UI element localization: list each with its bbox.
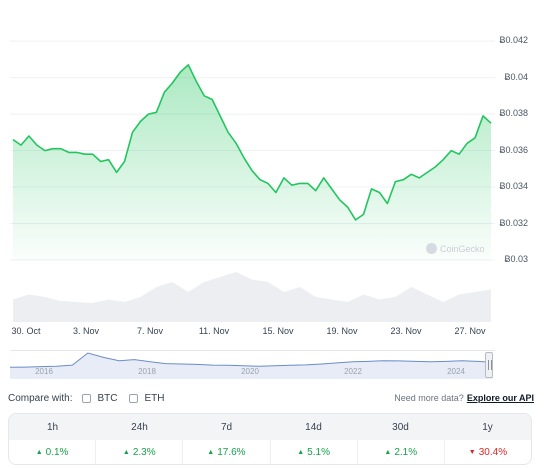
navigator-year-label: 2024	[447, 367, 465, 376]
compare-btc-option[interactable]: BTC	[82, 393, 117, 404]
navigator-year-label: 2020	[241, 367, 259, 376]
x-tick-label: 19. Nov	[326, 326, 358, 336]
performance-period-label: 1h	[46, 421, 59, 433]
y-tick-label: Ƀ0.03	[504, 254, 528, 264]
x-tick-label: 7. Nov	[136, 326, 164, 336]
up-arrow-icon: ▲	[122, 448, 130, 456]
x-tick-label: 3. Nov	[72, 326, 100, 336]
x-tick-label: 27. Nov	[454, 326, 486, 336]
performance-header-row: 1h 24h 7d 14d 30d 1y	[9, 414, 531, 440]
performance-period-label: 1y	[482, 421, 493, 433]
price-chart-svg	[10, 40, 495, 322]
navigator-year-label: 2018	[138, 367, 156, 376]
btc-checkbox[interactable]	[82, 393, 92, 403]
compare-row: Compare with: BTC ETH Need more data? Ex…	[8, 390, 534, 406]
performance-change-value: 30.4%	[478, 446, 508, 458]
up-arrow-icon: ▲	[297, 448, 305, 456]
x-tick-label: 30. Oct	[11, 326, 41, 336]
performance-change-cell: ▲ 17.6%	[183, 440, 271, 464]
navigator-svg	[10, 352, 494, 379]
y-tick-label: Ƀ0.038	[499, 108, 528, 119]
price-chart[interactable]: Ƀ0.042 Ƀ0.04 Ƀ0.038 Ƀ0.036 Ƀ0.034 Ƀ0.032 Ƀ0.03…	[0, 0, 544, 345]
performance-values-row: ▲ 0.1% ▲ 2.3% ▲ 17.6% ▲ 5.1% ▲ 2.1% ▼ 30.4%	[9, 440, 531, 464]
x-tick-label: 11. Nov	[198, 326, 230, 336]
y-tick-label: Ƀ0.032	[499, 217, 528, 228]
performance-change-cell: ▲ 5.1%	[271, 440, 358, 464]
volume-area	[13, 272, 491, 322]
performance-change-cell: ▲ 2.3%	[96, 440, 184, 464]
explore-api-link[interactable]: Explore our API	[466, 393, 534, 403]
performance-change-cell: ▲ 2.1%	[358, 440, 445, 464]
performance-change-value: 5.1%	[307, 446, 330, 458]
performance-period-label: 24h	[131, 421, 148, 433]
eth-checkbox[interactable]	[129, 393, 139, 403]
navigator-year-label: 2022	[344, 367, 362, 376]
down-arrow-icon: ▼	[468, 448, 476, 456]
up-arrow-icon: ▲	[35, 448, 43, 456]
navigator-line	[10, 352, 494, 368]
y-tick-label: Ƀ0.04	[504, 71, 528, 82]
range-navigator[interactable]: 2016 2018 2020 2022 2024	[10, 350, 495, 381]
y-tick-label: Ƀ0.036	[499, 144, 528, 155]
compare-label: Compare with:	[8, 392, 73, 404]
up-arrow-icon: ▲	[384, 448, 392, 456]
performance-table: 1h 24h 7d 14d 30d 1y ▲ 0.1% ▲ 2.3% ▲ 17.6% ▲ 5.1% ▲ 2.…	[8, 413, 532, 465]
navigator-year-label: 2016	[35, 367, 53, 376]
performance-change-value: 17.6%	[217, 446, 246, 458]
performance-period-label: 30d	[392, 421, 409, 433]
price-line	[12, 64, 492, 221]
coingecko-logo-icon	[426, 243, 437, 254]
price-area	[13, 64, 491, 260]
performance-period-label: 14d	[305, 421, 322, 433]
performance-change-value: 2.1%	[394, 446, 418, 458]
need-more-data-text: Need more data?	[394, 393, 464, 403]
compare-eth-option[interactable]: ETH	[129, 393, 164, 404]
y-tick-label: Ƀ0.042	[499, 35, 528, 46]
btc-label: BTC	[97, 392, 118, 404]
eth-label: ETH	[144, 392, 165, 404]
performance-change-value: 0.1%	[45, 446, 69, 458]
performance-change-cell: ▲ 0.1%	[9, 440, 97, 464]
performance-period-label: 7d	[220, 421, 233, 433]
x-tick-label: 15. Nov	[262, 326, 294, 336]
coingecko-watermark: CoinGecko	[426, 243, 485, 254]
watermark-text: CoinGecko	[440, 243, 485, 254]
up-arrow-icon: ▲	[207, 448, 215, 456]
performance-change-cell: ▼ 30.4%	[445, 440, 531, 464]
x-tick-label: 23. Nov	[390, 326, 422, 336]
navigator-handle[interactable]	[485, 352, 493, 378]
y-tick-label: Ƀ0.034	[499, 181, 528, 192]
api-promo: Need more data? Explore our API	[394, 393, 534, 403]
performance-change-value: 2.3%	[132, 446, 156, 458]
